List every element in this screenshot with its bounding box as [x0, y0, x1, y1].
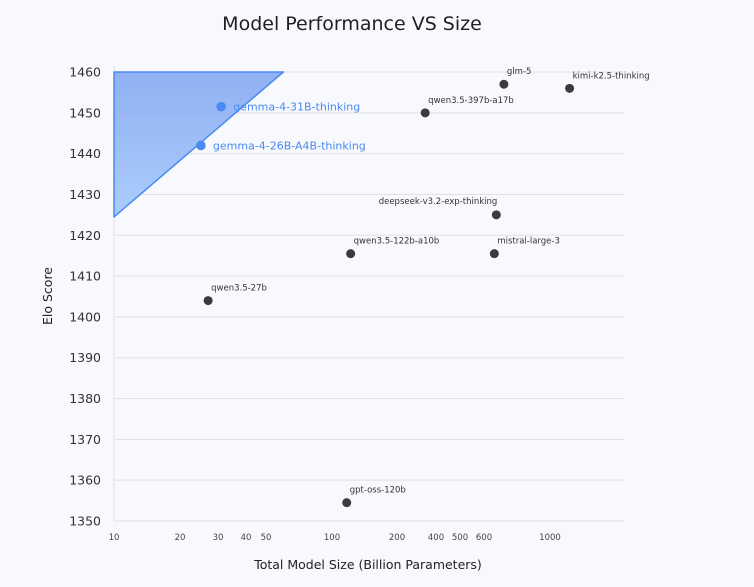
x-tick-label: 1000 [539, 533, 561, 543]
y-tick-label: 1380 [69, 391, 101, 406]
x-tick-label: 200 [389, 533, 405, 543]
data-label: qwen3.5-397b-a17b [428, 96, 514, 106]
data-point [491, 210, 501, 220]
y-tick-labels: 1350 1360 1370 1380 1390 1400 1410 1420 1430 1440… [69, 65, 101, 529]
x-tick-label: 400 [428, 533, 444, 543]
x-tick-label: 20 [175, 533, 186, 543]
y-tick-label: 1460 [69, 65, 101, 80]
data-point [342, 498, 352, 508]
data-label: gpt-oss-120b [350, 486, 406, 496]
y-tick-label: 1420 [69, 228, 101, 243]
y-tick-label: 1390 [69, 350, 101, 365]
x-tick-label: 10 [109, 533, 120, 543]
data-point [499, 79, 509, 89]
data-point-group: kimi-k2.5-thinking [565, 71, 650, 93]
y-tick-label: 1350 [69, 514, 101, 529]
x-tick-label: 40 [241, 533, 252, 543]
y-tick-label: 1430 [69, 187, 101, 202]
data-point-group: mistral-large-3 [489, 237, 560, 259]
data-point [346, 249, 356, 259]
x-tick-labels: 10 20 30 40 50 100 200 400 500 600 1000 [109, 533, 561, 543]
data-label: qwen3.5-27b [211, 284, 267, 294]
data-point-group: gemma-4-31B-thinking [216, 101, 360, 114]
data-label: gemma-4-31B-thinking [233, 101, 360, 114]
x-tick-label: 500 [452, 533, 468, 543]
y-tick-label: 1400 [69, 309, 101, 324]
data-point [489, 249, 499, 259]
data-label: gemma-4-26B-A4B-thinking [213, 139, 366, 152]
data-points: gemma-4-31B-thinking gemma-4-26B-A4B-thin… [196, 67, 650, 508]
data-point [216, 101, 226, 112]
data-label: kimi-k2.5-thinking [573, 71, 650, 81]
data-point-group: qwen3.5-27b [203, 284, 267, 306]
data-label: qwen3.5-122b-a10b [354, 237, 440, 247]
data-label: mistral-large-3 [497, 237, 560, 247]
data-point [420, 108, 430, 118]
data-point-group: gpt-oss-120b [342, 486, 406, 508]
data-label: deepseek-v3.2-exp-thinking [379, 197, 498, 207]
x-tick-label: 100 [324, 533, 340, 543]
y-tick-label: 1440 [69, 146, 101, 161]
x-tick-label: 30 [213, 533, 224, 543]
data-point-group: deepseek-v3.2-exp-thinking [379, 197, 501, 220]
data-label: glm-5 [507, 67, 532, 77]
data-point-group: qwen3.5-397b-a17b [420, 96, 514, 118]
data-point-group: qwen3.5-122b-a10b [346, 237, 439, 259]
y-tick-label: 1450 [69, 105, 101, 120]
x-axis-label: Total Model Size (Billion Parameters) [253, 557, 482, 572]
x-tick-label: 600 [476, 533, 492, 543]
y-tick-label: 1410 [69, 269, 101, 284]
x-tick-label: 50 [261, 533, 272, 543]
data-point-group: glm-5 [499, 67, 531, 89]
y-tick-label: 1370 [69, 432, 101, 447]
y-tick-label: 1360 [69, 473, 101, 488]
data-point [196, 140, 206, 151]
data-point-group: gemma-4-26B-A4B-thinking [196, 139, 366, 152]
y-axis-label: Elo Score [40, 267, 55, 325]
chart-title: Model Performance VS Size [222, 13, 482, 35]
data-point [565, 83, 575, 93]
data-point [203, 296, 213, 306]
